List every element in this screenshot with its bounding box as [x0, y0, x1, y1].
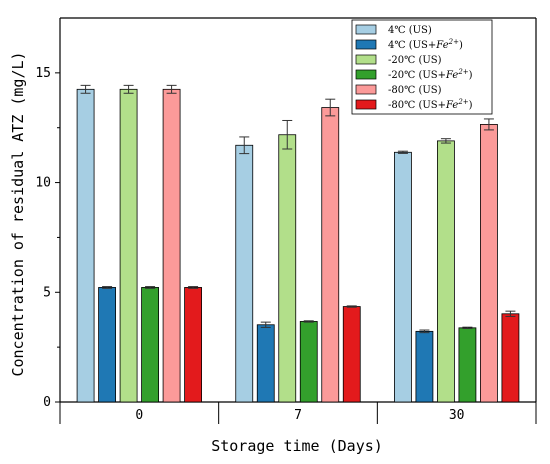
plot-area: 0 5 10 15 0 7 30 — [35, 17, 537, 424]
bar — [162, 88, 181, 403]
bar — [141, 287, 159, 403]
bar — [321, 107, 340, 403]
legend-swatch — [355, 84, 377, 95]
bar — [235, 144, 254, 403]
bar — [501, 313, 520, 403]
y-tick-label: 5 — [43, 285, 51, 300]
bar — [76, 88, 95, 403]
legend-swatch — [355, 24, 377, 35]
bar — [458, 327, 477, 403]
bar — [278, 134, 297, 403]
bar — [299, 321, 318, 403]
legend-label: -20℃ (US+Fe2+) — [388, 68, 473, 81]
bar — [119, 88, 138, 403]
legend-box — [351, 19, 493, 115]
bar — [184, 287, 202, 403]
legend-swatch — [355, 39, 377, 50]
bar — [394, 151, 412, 403]
legend-label: -20℃ (US) — [388, 55, 442, 66]
bar — [480, 124, 498, 403]
legend-label: -80℃ (US) — [388, 85, 442, 96]
y-axis-title: Concentration of residual ATZ (mg/L) — [9, 51, 27, 376]
y-tick-label: 10 — [35, 176, 51, 191]
bar — [342, 306, 361, 403]
legend: 4℃ (US) 4℃ (US+Fe2+) -20℃ (US) -20℃ (US+Fe2… — [351, 19, 493, 115]
bar — [98, 287, 116, 403]
legend-swatch — [355, 69, 377, 80]
x-tick-label: 7 — [294, 408, 302, 423]
legend-swatch — [355, 99, 377, 110]
bar — [437, 140, 455, 403]
y-tick-label: 15 — [35, 66, 51, 81]
legend-swatch — [355, 54, 377, 65]
bar — [256, 324, 275, 403]
bar — [415, 330, 434, 403]
legend-label: -80℃ (US+Fe2+) — [388, 98, 473, 111]
legend-label: 4℃ (US+Fe2+) — [388, 38, 463, 51]
x-axis-title: Storage time (Days) — [211, 437, 383, 455]
legend-label: 4℃ (US) — [388, 25, 432, 36]
y-tick-label: 0 — [43, 395, 51, 410]
x-tick-label: 0 — [135, 408, 143, 423]
x-tick-label: 30 — [449, 408, 465, 423]
